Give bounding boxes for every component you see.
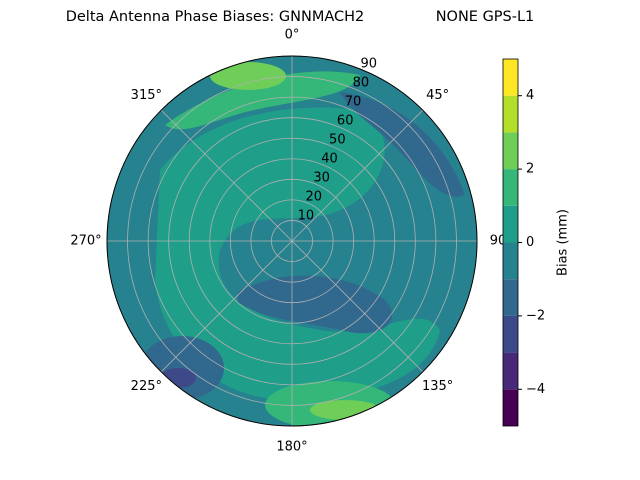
r-tick-label: 90 [361,57,378,72]
colorbar-tick-label: −2 [526,308,545,323]
colorbar-label: Bias (mm) [556,209,571,276]
chart-title: Delta Antenna Phase Biases: GNNMACH2 [66,9,365,25]
r-tick-label: 10 [298,209,315,224]
theta-tick-label: 90 [490,234,507,249]
contour-region [238,275,393,334]
colorbar-band [503,352,518,390]
colorbar-band [503,59,518,96]
r-tick-label: 50 [329,133,346,148]
r-tick-label: 20 [305,190,322,205]
colorbar-band [503,242,518,280]
theta-tick-label: 180° [276,440,307,455]
chart-subtitle: NONE GPS-L1 [436,9,535,25]
colorbar-tick-label: −4 [526,382,545,397]
r-tick-label: 60 [337,114,354,129]
contour-region [340,92,465,197]
theta-tick-label: 135° [422,379,453,394]
colorbar-band [503,205,518,243]
r-tick-label: 40 [321,152,338,167]
contour-region [155,107,440,400]
grid-spoke [160,240,293,373]
theta-tick-label: 225° [131,379,162,394]
colorbar-tick-label: 0 [526,235,534,250]
colorbar-band [503,389,518,426]
r-tick-label: 80 [353,76,370,91]
grid-spoke [160,109,293,242]
theta-tick-label: 45° [426,88,449,103]
r-tick-label: 30 [313,171,330,186]
grid-spoke [291,109,424,242]
axes: 1020304050607080900°45°90135°180°225°270… [70,28,570,455]
colorbar-band [503,95,518,133]
theta-tick-label: 315° [131,88,162,103]
contour-region [160,368,196,388]
colorbar-tick-label: 2 [526,162,534,177]
colorbar-band [503,315,518,353]
colorbar-band [503,132,518,170]
polar-frame [106,55,478,427]
grid-spoke [291,240,424,373]
colorbar-band [503,279,518,316]
theta-tick-label: 270° [70,234,101,249]
contour-region [210,62,286,90]
theta-tick-label: 0° [285,28,300,43]
colorbar-band [503,169,518,206]
colorbar-tick-label: 4 [526,88,534,103]
r-tick-label: 70 [345,95,362,110]
